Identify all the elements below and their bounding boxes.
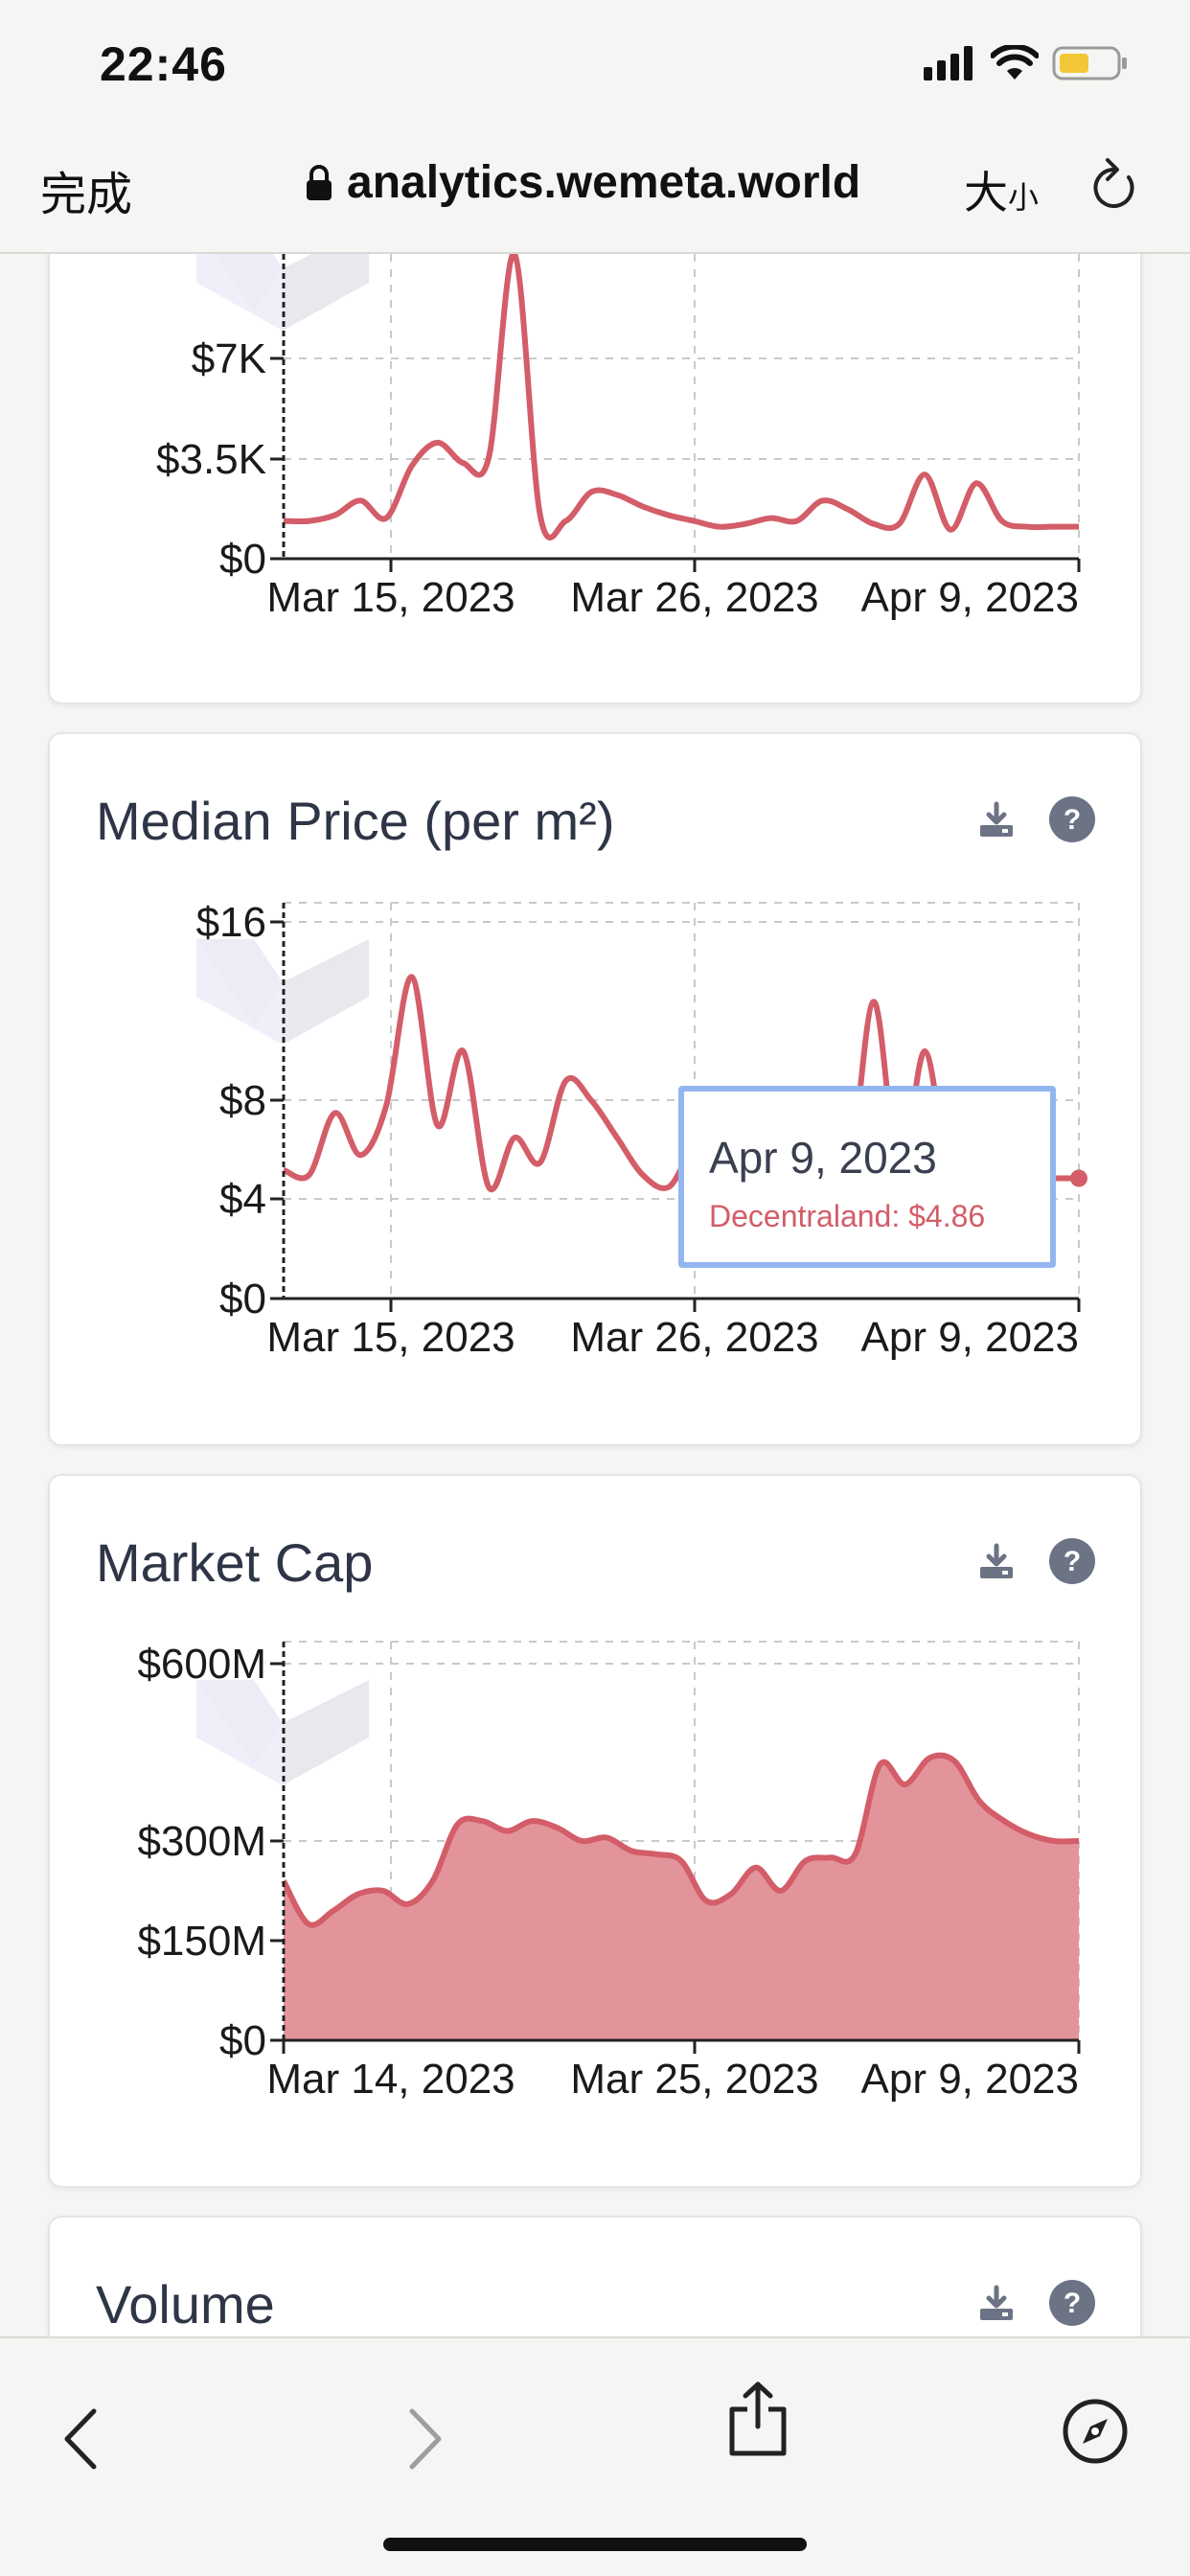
tooltip-value: Decentraland: $4.86 [709, 1199, 986, 1233]
reload-icon[interactable] [1088, 156, 1138, 214]
share-icon[interactable] [726, 2380, 790, 2457]
help-icon[interactable]: ? [1048, 795, 1096, 843]
help-icon[interactable]: ? [1048, 2279, 1096, 2327]
page-content: Median Price (per m²) ? Market Cap [0, 254, 1190, 2336]
svg-text:?: ? [1064, 1546, 1081, 1577]
home-indicator [383, 2538, 807, 2551]
address-field[interactable]: analytics.wemeta.world [305, 156, 860, 209]
card-tools: ? [977, 795, 1096, 843]
browser-toolbar [0, 2336, 1190, 2576]
y-tick-label: $300M [137, 1818, 266, 1865]
compass-icon[interactable] [1062, 2398, 1129, 2465]
y-tick-label: $600M [137, 1641, 266, 1688]
series-line [283, 254, 1079, 540]
card-tools: ? [977, 2279, 1096, 2327]
x-tick-label: Mar 14, 2023 [266, 2056, 515, 2103]
x-tick-label: Mar 26, 2023 [570, 574, 818, 621]
card-tools: ? [977, 1537, 1096, 1585]
x-tick-label: Mar 25, 2023 [570, 2056, 818, 2103]
y-tick-label: $3.5K [156, 436, 266, 483]
chart-card-top [48, 254, 1142, 704]
series-line [281, 1752, 1080, 1928]
svg-text:?: ? [1064, 2288, 1081, 2319]
card-title: Median Price (per m²) [96, 791, 615, 851]
back-icon[interactable] [61, 2407, 100, 2471]
tooltip-date: Apr 9, 2023 [709, 1133, 937, 1183]
watermark-logo [196, 254, 369, 331]
tooltip-point [1070, 1169, 1087, 1187]
watermark-logo [196, 939, 369, 1045]
card-title: Volume [96, 2274, 275, 2334]
svg-text:?: ? [1064, 804, 1081, 836]
cellular-signal-icon [924, 46, 973, 80]
y-tick-label: $0 [219, 1276, 266, 1322]
series-area [284, 1755, 1079, 2040]
status-bar: 22:46 [0, 0, 1190, 129]
download-icon[interactable] [977, 1542, 1016, 1580]
text-size-big-label: 大 [964, 167, 1008, 218]
text-size-small-label: 小 [1008, 179, 1040, 216]
text-size-button[interactable]: 大小 [964, 158, 1039, 221]
x-tick-label: Apr 9, 2023 [861, 574, 1080, 621]
help-icon[interactable]: ? [1048, 1537, 1096, 1585]
y-tick-label: $0 [219, 2017, 266, 2064]
watermark-logo [196, 1680, 369, 1785]
x-tick-label: Apr 9, 2023 [861, 1314, 1080, 1361]
lock-icon [307, 164, 332, 200]
url-text: analytics.wemeta.world [347, 157, 861, 208]
download-icon[interactable] [977, 2284, 1016, 2322]
y-tick-label: $8 [219, 1077, 266, 1124]
y-tick-label: $150M [137, 1918, 266, 1965]
status-time: 22:46 [100, 37, 227, 91]
wifi-icon [991, 45, 1039, 80]
chart-tooltip: Apr 9, 2023 Decentraland: $4.86 [678, 1086, 1056, 1268]
x-tick-label: Apr 9, 2023 [861, 2056, 1080, 2103]
x-tick-label: Mar 15, 2023 [266, 574, 515, 621]
y-tick-label: $16 [196, 899, 266, 946]
status-icons [924, 42, 1129, 84]
download-icon[interactable] [977, 800, 1016, 839]
browser-url-bar: 完成 analytics.wemeta.world 大小 [0, 129, 1190, 254]
x-tick-label: Mar 15, 2023 [266, 1314, 515, 1361]
y-tick-label: $4 [219, 1176, 266, 1223]
x-tick-label: Mar 26, 2023 [570, 1314, 818, 1361]
y-tick-label: $0 [219, 536, 266, 583]
chart-card-volume: Volume ? [48, 2216, 1142, 2336]
card-title: Market Cap [96, 1532, 374, 1593]
battery-icon [1052, 46, 1127, 80]
done-button[interactable]: 完成 [40, 168, 133, 221]
y-tick-label: $7K [192, 335, 266, 382]
forward-icon[interactable] [406, 2407, 445, 2471]
